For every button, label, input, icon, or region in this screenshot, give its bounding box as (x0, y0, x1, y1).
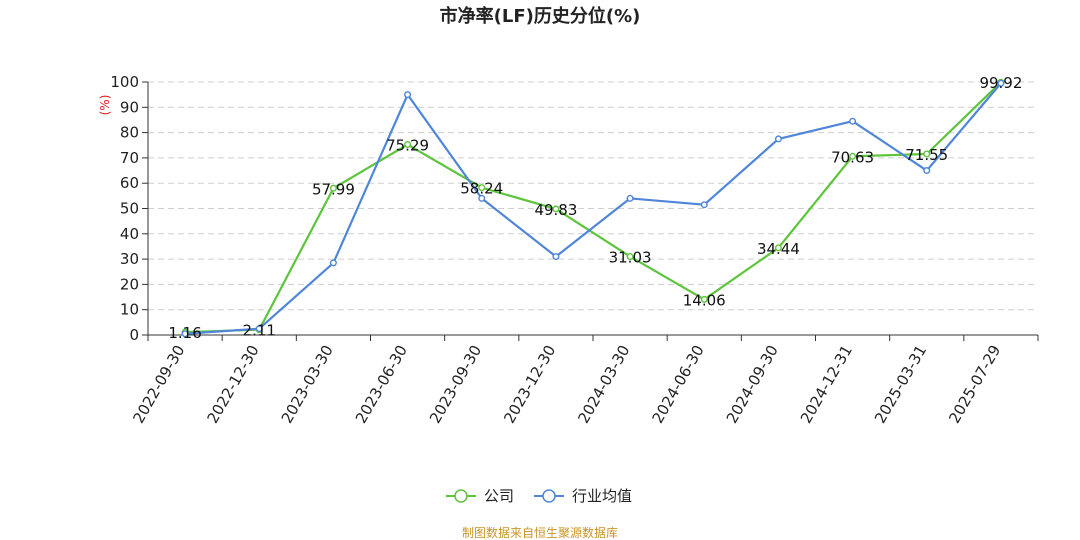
y-tick-label: 0 (129, 326, 139, 344)
series-1-point (774, 135, 782, 143)
series-1-point (552, 253, 560, 261)
data-label: 70.63 (831, 148, 874, 166)
data-label: 58.24 (460, 180, 503, 198)
series-1-point (700, 201, 708, 209)
data-label: 34.44 (757, 240, 800, 258)
legend-label-1: 行业均值 (572, 487, 632, 505)
x-tick-label: 2023-03-30 (278, 342, 337, 427)
series-0-point (700, 295, 708, 303)
x-tick-label: 2022-12-30 (204, 342, 263, 427)
series-layer (181, 78, 1005, 338)
x-tick-label: 2024-03-30 (574, 342, 633, 427)
series-0-point (626, 252, 634, 260)
y-tick-label: 20 (120, 275, 139, 293)
data-label: 31.03 (609, 248, 652, 266)
series-line-0 (185, 81, 1002, 334)
series-0-point (552, 205, 560, 213)
data-label: 99.92 (979, 74, 1022, 92)
legend[interactable]: 公司 行业均值 (446, 487, 632, 505)
series-1-point (181, 330, 189, 338)
series-0-point (478, 184, 486, 192)
series-0-point (849, 152, 857, 160)
series-line-1 (185, 82, 1002, 335)
data-label: 14.06 (683, 291, 726, 309)
series-1-point (255, 325, 263, 333)
axis-layer: 0 10 20 30 40 50 60 70 80 90 100 2022-09-30 2022-12-… (110, 73, 1039, 427)
data-label: 57.99 (312, 180, 355, 198)
y-unit-label: (%) (98, 95, 112, 116)
source-note: 制图数据来自恒生聚源数据库 (462, 525, 618, 540)
series-1-point (997, 79, 1005, 87)
legend-marker-0 (454, 489, 468, 503)
x-tick-label: 2025-03-31 (871, 342, 930, 427)
x-tick-label: 2024-06-30 (649, 342, 708, 427)
x-tick-label: 2022-09-30 (129, 342, 188, 427)
series-0-point (774, 244, 782, 252)
grid-layer (148, 81, 1038, 311)
series-0-point (404, 141, 412, 149)
data-label-layer: 1.16 2.11 57.99 75.29 58.24 49.83 31.03 14.06 34… (168, 74, 1022, 342)
y-tick-label: 70 (120, 149, 139, 167)
x-tick-label: 2023-09-30 (426, 342, 485, 427)
x-tick-label: 2024-09-30 (723, 342, 782, 427)
legend-marker-1 (542, 489, 556, 503)
data-label: 71.55 (905, 146, 948, 164)
data-label: 2.11 (243, 322, 276, 340)
series-1-point (329, 259, 337, 267)
legend-label-0: 公司 (484, 487, 514, 505)
y-tick-label: 60 (120, 174, 139, 192)
data-label: 75.29 (386, 137, 429, 155)
y-tick-label: 80 (120, 124, 139, 142)
y-tick-label: 90 (120, 98, 139, 116)
y-tick-label: 10 (120, 301, 139, 319)
series-1-point (478, 194, 486, 202)
series-1-point (849, 117, 857, 125)
data-label: 1.16 (168, 324, 201, 342)
series-1-point (923, 167, 931, 175)
series-1-point (626, 194, 634, 202)
data-label: 49.83 (534, 201, 577, 219)
y-tick-label: 100 (110, 73, 139, 91)
y-tick-label: 40 (120, 225, 139, 243)
series-1-point (404, 91, 412, 99)
x-tick-label: 2023-06-30 (352, 342, 411, 427)
legend-item-1[interactable]: 行业均值 (534, 487, 632, 505)
chart-title: 市净率(LF)历史分位(%) (440, 5, 641, 27)
x-tick-label: 2024-12-31 (797, 342, 856, 427)
y-tick-label: 30 (120, 250, 139, 268)
legend-item-0[interactable]: 公司 (446, 487, 514, 505)
x-tick-label: 2023-12-30 (500, 342, 559, 427)
series-0-point (329, 184, 337, 192)
x-tick-label: 2025-07-29 (945, 342, 1004, 427)
series-0-point (923, 150, 931, 158)
y-tick-label: 50 (120, 200, 139, 218)
